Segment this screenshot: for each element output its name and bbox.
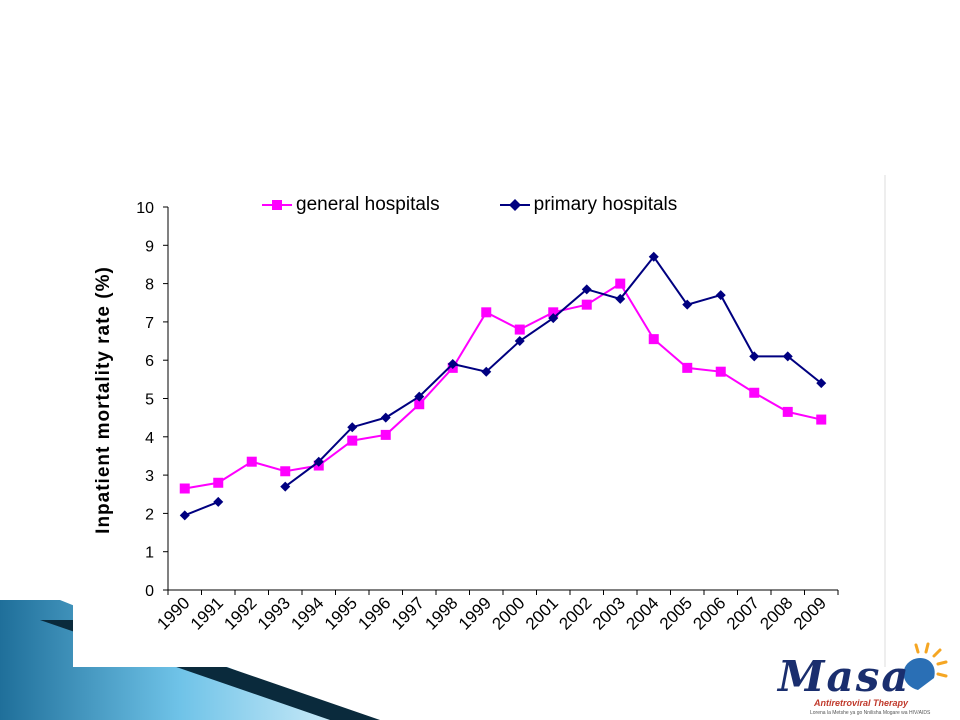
x-tick-label-1997: 1997 <box>388 593 428 633</box>
point-primary-2005 <box>682 299 693 310</box>
series-line-primary-0 <box>184 500 219 517</box>
legend-item-general: general hospitals <box>262 194 440 216</box>
logo-subtitle: Antiretroviral Therapy <box>814 698 909 708</box>
x-tick-label-1994: 1994 <box>287 593 327 633</box>
point-primary-2003 <box>615 293 626 304</box>
y-tick-label-3: 3 <box>145 468 154 485</box>
point-general-2001 <box>548 307 559 318</box>
point-primary-2002 <box>581 284 592 295</box>
series-line-general-0 <box>184 282 822 490</box>
x-tick-label-2006: 2006 <box>689 593 729 633</box>
point-primary-1991 <box>213 496 224 507</box>
point-primary-2007 <box>749 351 760 362</box>
y-tick-label-0: 0 <box>145 583 154 600</box>
point-primary-2000 <box>514 336 525 347</box>
point-primary-1994 <box>313 456 324 467</box>
y-tick-label-2: 2 <box>145 506 154 523</box>
series-line-primary-1 <box>284 255 822 488</box>
point-general-2007 <box>749 387 760 398</box>
x-tick-label-2004: 2004 <box>622 593 662 633</box>
y-tick-label-1: 1 <box>145 545 154 562</box>
point-general-2005 <box>682 362 693 373</box>
point-general-2003 <box>615 278 626 289</box>
y-tick-label-5: 5 <box>145 392 154 409</box>
legend-label-primary: primary hospitals <box>533 194 678 215</box>
chart-frame <box>73 175 885 667</box>
x-tick-label-2002: 2002 <box>555 593 595 633</box>
legend: general hospitals primary hospitals <box>262 192 737 218</box>
point-primary-1998 <box>447 359 458 370</box>
x-tick-label-1993: 1993 <box>254 593 294 633</box>
point-general-2006 <box>715 366 726 377</box>
point-general-1993 <box>280 466 291 477</box>
y-tick-label-7: 7 <box>145 315 154 332</box>
x-tick-label-1996: 1996 <box>354 593 394 633</box>
logo-wordmark: Masa <box>778 652 911 701</box>
y-tick-label-8: 8 <box>145 277 154 294</box>
x-tick-label-2003: 2003 <box>589 593 629 633</box>
x-tick-label-1998: 1998 <box>421 593 461 633</box>
point-primary-2009 <box>816 378 827 389</box>
y-tick-label-4: 4 <box>145 430 154 447</box>
y-axis-label: Inpatient mortality rate (%) <box>93 266 114 534</box>
point-primary-2001 <box>548 313 559 324</box>
x-tick-label-1990: 1990 <box>153 593 193 633</box>
x-tick-label-1991: 1991 <box>187 593 227 633</box>
point-general-1996 <box>380 429 391 440</box>
point-primary-1993 <box>280 481 291 492</box>
point-primary-1999 <box>481 366 492 377</box>
point-primary-1997 <box>414 391 425 402</box>
point-primary-1990 <box>179 510 190 521</box>
point-primary-2008 <box>782 351 793 362</box>
point-general-1999 <box>481 307 492 318</box>
masa-logo: Masa Antiretroviral Therapy Lorena la Me… <box>770 642 950 720</box>
legend-swatch-primary <box>499 199 530 211</box>
x-tick-label-2005: 2005 <box>656 593 696 633</box>
point-primary-1996 <box>380 412 391 423</box>
point-general-2009 <box>816 414 827 425</box>
sun-icon <box>903 642 948 690</box>
x-tick-label-1992: 1992 <box>220 593 260 633</box>
point-general-2002 <box>581 299 592 310</box>
legend-label-general: general hospitals <box>296 194 440 215</box>
x-tick-label-2008: 2008 <box>756 593 796 633</box>
x-tick-label-2000: 2000 <box>488 593 528 633</box>
legend-item-primary: primary hospitals <box>499 194 678 216</box>
point-primary-2004 <box>648 251 659 262</box>
x-tick-label-2001: 2001 <box>522 593 562 633</box>
point-general-2008 <box>782 406 793 417</box>
point-general-1997 <box>414 399 425 410</box>
point-general-1990 <box>179 483 190 494</box>
point-general-2004 <box>648 334 659 345</box>
point-general-2000 <box>514 324 525 335</box>
x-tick-label-2009: 2009 <box>790 593 830 633</box>
point-primary-1995 <box>347 422 358 433</box>
x-tick-label-1995: 1995 <box>321 593 361 633</box>
point-primary-2006 <box>715 290 726 301</box>
y-tick-label-9: 9 <box>145 238 154 255</box>
point-general-1991 <box>213 477 224 488</box>
legend-swatch-general <box>262 200 292 210</box>
point-general-1995 <box>347 435 358 446</box>
x-tick-label-2007: 2007 <box>723 593 763 633</box>
y-tick-label-6: 6 <box>145 353 154 370</box>
y-tick-label-10: 10 <box>136 200 154 217</box>
x-tick-label-1999: 1999 <box>455 593 495 633</box>
point-general-1992 <box>246 456 257 467</box>
logo-tagline: Lorena la Metshe ya go Nnilisha Mogare w… <box>810 710 931 716</box>
